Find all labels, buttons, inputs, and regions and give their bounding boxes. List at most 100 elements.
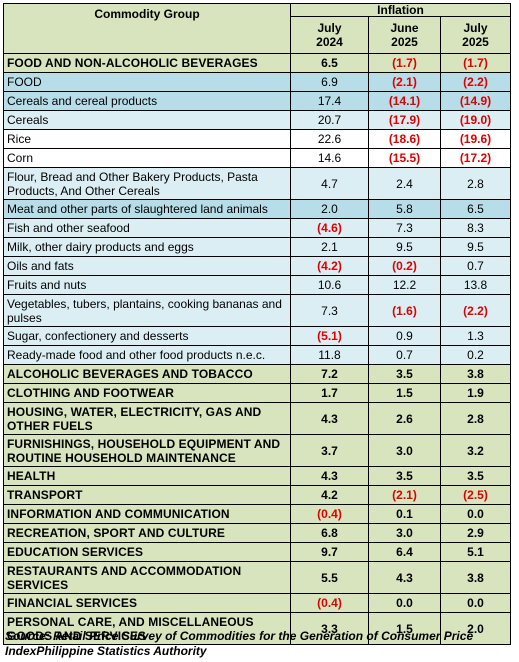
inflation-value: 12.2 [368, 275, 441, 295]
inflation-value: (19.6) [440, 129, 511, 149]
commodity-label: FURNISHINGS, HOUSEHOLD EQUIPMENT AND ROU… [3, 434, 291, 467]
table-row: Cereals and cereal products 17.4 (14.1) (14… [3, 91, 511, 111]
table-row: Fruits and nuts 10.6 12.2 13.8 [3, 275, 511, 295]
commodity-label: HEALTH [3, 466, 291, 486]
table-row: HEALTH 4.3 3.5 3.5 [3, 466, 511, 486]
inflation-value: 4.7 [290, 167, 369, 200]
table-row: PERSONAL CARE, AND MISCELLANEOUS GOODS A… [3, 612, 511, 645]
commodity-label: PERSONAL CARE, AND MISCELLANEOUS GOODS A… [3, 612, 291, 645]
commodity-label: FOOD AND NON-ALCOHOLIC BEVERAGES [3, 53, 291, 73]
inflation-value: (14.1) [368, 91, 441, 111]
inflation-value: (2.5) [440, 485, 511, 505]
commodity-label: RECREATION, SPORT AND CULTURE [3, 523, 291, 543]
inflation-value: 5.5 [290, 561, 369, 594]
commodity-label: Cereals [3, 110, 291, 130]
table-row: INFORMATION AND COMMUNICATION (0.4) 0.1 0.0 [3, 504, 511, 524]
inflation-value: 3.5 [368, 466, 441, 486]
commodity-label: Fish and other seafood [3, 218, 291, 238]
inflation-table: Commodity Group Inflation July 2024 June… [3, 2, 511, 645]
inflation-value: (5.1) [290, 326, 369, 346]
table-row: Meat and other parts of slaughtered land… [3, 199, 511, 219]
inflation-value: 9.5 [368, 237, 441, 257]
commodity-label: HOUSING, WATER, ELECTRICITY, GAS AND OTH… [3, 402, 291, 435]
inflation-value: 0.0 [440, 504, 511, 524]
inflation-value: (19.0) [440, 110, 511, 130]
commodity-label: Rice [3, 129, 291, 149]
table-row: FOOD AND NON-ALCOHOLIC BEVERAGES 6.5 (1.7)… [3, 53, 511, 73]
inflation-value: 3.8 [440, 561, 511, 594]
inflation-value: 2.0 [440, 612, 511, 645]
table-row: FURNISHINGS, HOUSEHOLD EQUIPMENT AND ROU… [3, 434, 511, 467]
inflation-value: 1.3 [440, 326, 511, 346]
inflation-value: 0.9 [368, 326, 441, 346]
commodity-label: FINANCIAL SERVICES [3, 593, 291, 613]
inflation-value: 6.5 [290, 53, 369, 73]
table-row: Vegetables, tubers, plantains, cooking b… [3, 294, 511, 327]
inflation-value: 6.8 [290, 523, 369, 543]
source-note: Source: Retail Price Survey of Commoditi… [5, 629, 474, 658]
commodity-label: Ready-made food and other food products … [3, 345, 291, 365]
commodity-label: Meat and other parts of slaughtered land… [3, 199, 291, 219]
inflation-value: (2.1) [368, 485, 441, 505]
inflation-value: 3.2 [440, 434, 511, 467]
table-row: FOOD 6.9 (2.1) (2.2) [3, 72, 511, 92]
table-row: CLOTHING AND FOOTWEAR 1.7 1.5 1.9 [3, 383, 511, 403]
inflation-value: (1.7) [368, 53, 441, 73]
inflation-value: 0.0 [440, 593, 511, 613]
header-column: July 2025 [440, 16, 511, 54]
inflation-value: 2.9 [440, 523, 511, 543]
inflation-value: 9.5 [440, 237, 511, 257]
header-column: July 2024 [290, 16, 369, 54]
table-row: Milk, other dairy products and eggs 2.1 9.… [3, 237, 511, 257]
inflation-value: 6.4 [368, 542, 441, 562]
inflation-value: 4.3 [290, 466, 369, 486]
inflation-value: 11.8 [290, 345, 369, 365]
inflation-value: 0.2 [440, 345, 511, 365]
inflation-value: 3.0 [368, 523, 441, 543]
inflation-value: 10.6 [290, 275, 369, 295]
inflation-value: 2.8 [440, 402, 511, 435]
commodity-label: TRANSPORT [3, 485, 291, 505]
inflation-value: 0.1 [368, 504, 441, 524]
inflation-value: (4.2) [290, 256, 369, 276]
inflation-value: 6.5 [440, 199, 511, 219]
inflation-value: 1.5 [368, 383, 441, 403]
inflation-value: 13.8 [440, 275, 511, 295]
inflation-value: (17.2) [440, 148, 511, 168]
table-row: TRANSPORT 4.2 (2.1) (2.5) [3, 485, 511, 505]
table-row: Flour, Bread and Other Bakery Products, … [3, 167, 511, 200]
inflation-value: 2.0 [290, 199, 369, 219]
table-row: Oils and fats (4.2) (0.2) 0.7 [3, 256, 511, 276]
inflation-value: (1.6) [368, 294, 441, 327]
commodity-label: Fruits and nuts [3, 275, 291, 295]
inflation-value: (14.9) [440, 91, 511, 111]
inflation-value: (17.9) [368, 110, 441, 130]
commodity-label: Flour, Bread and Other Bakery Products, … [3, 167, 291, 200]
inflation-value: 22.6 [290, 129, 369, 149]
inflation-value: 2.8 [440, 167, 511, 200]
header-group: Commodity Group [3, 3, 291, 54]
inflation-value: 8.3 [440, 218, 511, 238]
commodity-label: Milk, other dairy products and eggs [3, 237, 291, 257]
inflation-value: 6.9 [290, 72, 369, 92]
inflation-value: 2.6 [368, 402, 441, 435]
inflation-value: (0.4) [290, 593, 369, 613]
inflation-value: 4.3 [290, 402, 369, 435]
inflation-value: 1.5 [368, 612, 441, 645]
inflation-value: 7.2 [290, 364, 369, 384]
inflation-value: 4.2 [290, 485, 369, 505]
inflation-value: 7.3 [290, 294, 369, 327]
table-row: Fish and other seafood (4.6) 7.3 8.3 [3, 218, 511, 238]
inflation-value: 20.7 [290, 110, 369, 130]
inflation-value: 7.3 [368, 218, 441, 238]
inflation-value: 3.0 [368, 434, 441, 467]
header-inflation: Inflation [290, 2, 511, 18]
inflation-value: 3.5 [440, 466, 511, 486]
inflation-value: 5.1 [440, 542, 511, 562]
table-row: Sugar, confectionery and desserts (5.1) 0.… [3, 326, 511, 346]
commodity-label: Vegetables, tubers, plantains, cooking b… [3, 294, 291, 327]
commodity-label: Oils and fats [3, 256, 291, 276]
table-row: Cereals 20.7 (17.9) (19.0) [3, 110, 511, 130]
commodity-label: ALCOHOLIC BEVERAGES AND TOBACCO [3, 364, 291, 384]
